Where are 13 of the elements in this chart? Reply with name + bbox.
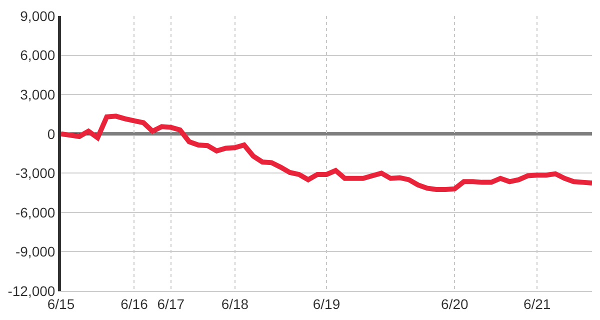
y-tick-label: 6,000 <box>20 47 56 64</box>
y-tick-label: -3,000 <box>15 165 56 182</box>
x-tick-label: 6/17 <box>157 296 185 312</box>
x-tick-label: 6/19 <box>312 296 340 312</box>
y-tick-label: 9,000 <box>20 8 56 24</box>
x-tick-label: 6/20 <box>441 296 469 312</box>
y-tick-label: 0 <box>47 126 56 142</box>
y-tick-label: -9,000 <box>15 244 56 260</box>
x-tick-label: 6/21 <box>523 296 551 312</box>
x-tick-label: 6/16 <box>120 296 148 312</box>
y-tick-label: -6,000 <box>15 204 56 220</box>
y-tick-label: 3,000 <box>20 86 56 102</box>
x-tick-label: 6/18 <box>221 296 249 312</box>
